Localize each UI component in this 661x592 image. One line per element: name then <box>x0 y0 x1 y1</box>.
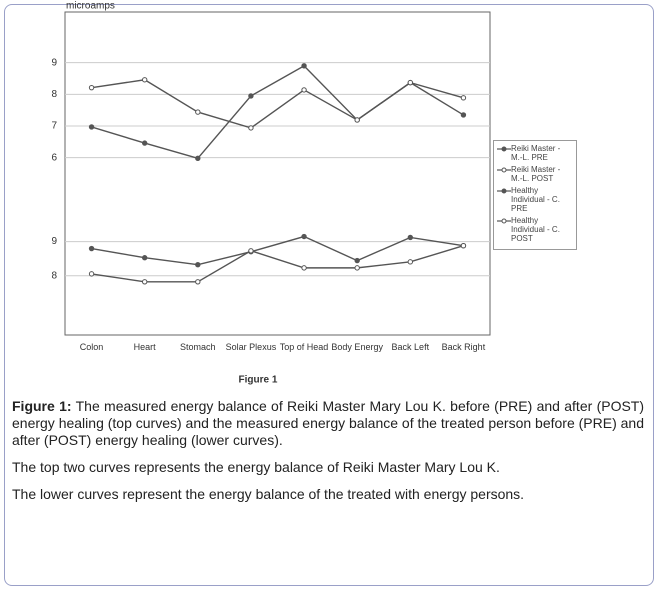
figure-frame <box>4 4 654 586</box>
data-point <box>195 155 201 162</box>
series-line <box>91 235 464 266</box>
data-point <box>460 112 467 118</box>
caption-main: Figure 1: The measured energy balance of… <box>12 398 644 449</box>
data-point <box>88 245 95 252</box>
series-line <box>91 79 464 129</box>
x-tick-label: Colon <box>79 342 104 352</box>
x-tick-label: Body Energy <box>331 342 383 352</box>
data-point <box>248 248 254 254</box>
x-tick-label: Solar Plexus <box>225 342 277 352</box>
legend: Reiki Master - M.-L. PRE Reiki Master - M… <box>493 140 577 250</box>
y-tick-label: 8 <box>51 89 57 100</box>
data-point <box>141 255 148 261</box>
y-tick-label: 9 <box>51 57 57 68</box>
legend-swatch <box>497 167 511 173</box>
x-tick-label: Top of Head <box>279 342 329 352</box>
y-axis-label: microamps <box>66 1 115 12</box>
data-point <box>301 87 307 93</box>
x-tick-label: Back Left <box>391 342 430 352</box>
legend-marker <box>501 188 507 194</box>
caption-paragraph: The lower curves represent the energy ba… <box>12 486 525 502</box>
legend-entry: Healthy Individual - C. POST <box>497 216 573 243</box>
data-point <box>141 279 148 285</box>
legend-label: Healthy Individual - C. POST <box>511 216 560 243</box>
data-point <box>195 262 201 268</box>
legend-swatch <box>497 218 511 224</box>
caption-paragraph: The top two curves represents the energy… <box>12 459 500 475</box>
legend-entry: Healthy Individual - C. PRE <box>497 186 573 213</box>
caption-label: Figure 1: <box>12 398 72 414</box>
data-point <box>460 243 467 249</box>
y-tick-label: 9 <box>51 236 57 247</box>
data-point <box>88 271 95 277</box>
data-point <box>354 117 360 123</box>
series-line <box>91 245 464 283</box>
data-point <box>301 233 307 240</box>
data-point <box>195 109 201 115</box>
data-point <box>301 63 307 69</box>
y-tick-label: 7 <box>51 121 57 132</box>
data-point <box>141 77 148 83</box>
data-point <box>248 125 254 131</box>
x-axis-label: Figure 1 <box>239 375 278 386</box>
data-point <box>141 140 148 146</box>
data-point <box>88 124 95 130</box>
y-tick-label: 8 <box>51 270 57 281</box>
x-tick-label: Back Right <box>441 342 486 352</box>
x-tick-label: Stomach <box>180 342 216 352</box>
data-point <box>195 279 201 285</box>
legend-marker <box>501 218 507 224</box>
legend-label: Healthy Individual - C. PRE <box>511 186 560 213</box>
plot-frame <box>64 11 491 336</box>
caption: Figure 1: The measured energy balance of… <box>12 398 644 513</box>
data-point <box>248 93 254 99</box>
data-point <box>407 234 414 241</box>
data-point <box>301 265 307 271</box>
legend-swatch <box>497 188 511 194</box>
data-point <box>460 95 467 101</box>
legend-marker <box>501 167 507 173</box>
data-point <box>354 265 360 271</box>
y-tick-label: 6 <box>51 152 57 163</box>
data-point <box>407 259 414 265</box>
chart: microamps Figure 1 9 8 7 6 9 8 <box>51 1 491 386</box>
legend-label: Reiki Master - M.-L. POST <box>511 165 561 183</box>
legend-label: Reiki Master - M.-L. PRE <box>511 144 561 162</box>
legend-entry: Reiki Master - M.-L. POST <box>497 165 573 183</box>
legend-swatch <box>497 146 511 152</box>
legend-marker <box>501 146 507 152</box>
legend-entry: Reiki Master - M.-L. PRE <box>497 144 573 162</box>
data-point <box>407 79 414 86</box>
caption-text: The measured energy balance of Reiki Mas… <box>12 398 645 448</box>
data-point <box>88 84 95 91</box>
data-point <box>354 257 360 264</box>
x-tick-label: Heart <box>133 342 156 352</box>
